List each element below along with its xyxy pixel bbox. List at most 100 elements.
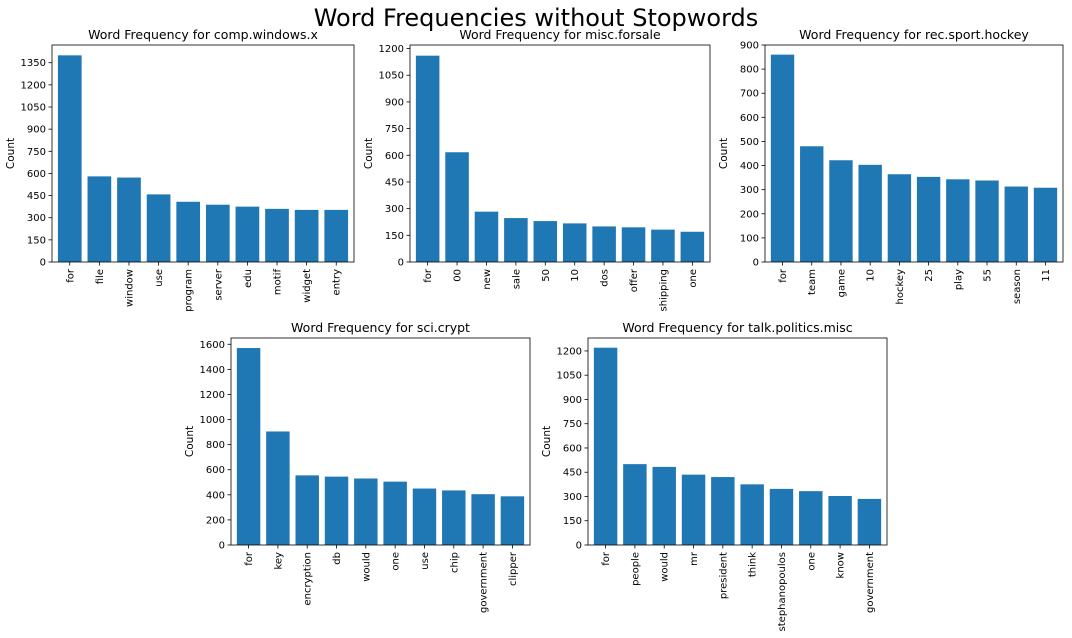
- bar-for: [770, 54, 795, 263]
- x-tick-label: db: [332, 552, 343, 565]
- x-tick-label: key: [273, 552, 284, 570]
- x-tick-label: 11: [1041, 269, 1052, 282]
- plot-frame: [764, 44, 1064, 263]
- bar-play: [946, 179, 970, 262]
- x-tick-label: for: [778, 268, 789, 283]
- y-tick-label: 800: [206, 440, 225, 451]
- bar-program: [176, 201, 201, 262]
- y-tick-label: 900: [740, 41, 759, 52]
- bar-think: [740, 484, 764, 545]
- bar-10: [858, 164, 882, 262]
- y-tick-label: 150: [563, 516, 582, 527]
- plot-frame: [409, 44, 711, 263]
- bar-11: [1033, 187, 1058, 262]
- y-tick-label: 750: [27, 147, 46, 158]
- x-tick-label: dos: [600, 269, 611, 287]
- y-tick-label: 900: [563, 395, 582, 406]
- x-tick-label: file: [95, 269, 106, 284]
- bar-one: [680, 231, 705, 262]
- plot-frame: [230, 337, 531, 546]
- y-tick-label: 400: [740, 161, 759, 172]
- y-tick-label: 1000: [200, 415, 225, 426]
- y-tick-label: 0: [40, 258, 46, 269]
- y-tick-label: 1200: [557, 346, 582, 357]
- y-tick-label: 1350: [21, 58, 46, 69]
- bar-team: [800, 146, 824, 262]
- x-tick-label: would: [361, 552, 372, 582]
- x-tick-label: people: [630, 552, 641, 586]
- y-tick-label: 150: [27, 235, 46, 246]
- y-tick-label: 0: [753, 258, 759, 269]
- x-tick-label: shipping: [658, 269, 669, 312]
- bar-00: [445, 152, 469, 262]
- bar-dos: [592, 226, 616, 262]
- x-tick-label: program: [184, 269, 195, 312]
- y-tick-label: 750: [563, 419, 582, 430]
- x-tick-label: use: [420, 552, 431, 570]
- y-tick-label: 100: [740, 233, 759, 244]
- y-tick-label: 450: [385, 177, 404, 188]
- bar-for: [57, 55, 82, 263]
- plot-frame: [51, 44, 355, 263]
- x-tick-label: team: [807, 269, 818, 295]
- chart-title: Word Frequency for sci.crypt: [291, 320, 470, 335]
- y-axis-label: Count: [363, 138, 375, 169]
- bar-entry: [324, 209, 349, 262]
- x-tick-label: play: [953, 269, 964, 290]
- y-tick-label: 1050: [379, 71, 404, 82]
- bar-for: [415, 55, 440, 262]
- y-tick-label: 300: [385, 204, 404, 215]
- chart-1: Word Frequency for comp.windows.x Count fo…: [5, 27, 355, 312]
- y-tick-label: 600: [27, 169, 46, 180]
- y-tick-label: 1200: [21, 80, 46, 91]
- y-tick-label: 900: [385, 97, 404, 108]
- y-tick-label: 600: [740, 113, 759, 124]
- y-tick-label: 1200: [379, 44, 404, 55]
- x-tick-label: 55: [983, 269, 994, 282]
- x-tick-label: hockey: [895, 269, 906, 305]
- bar-clipper: [500, 496, 525, 545]
- x-tick-label: 10: [570, 269, 581, 282]
- y-tick-label: 500: [740, 137, 759, 148]
- x-tick-label: server: [213, 268, 224, 301]
- bar-motif: [265, 208, 289, 262]
- y-tick-label: 200: [740, 209, 759, 220]
- figure-title: Word Frequencies without Stopwords: [314, 4, 759, 32]
- chart-3: Word Frequency for rec.sport.hockey Count…: [718, 27, 1064, 305]
- x-tick-label: edu: [243, 269, 254, 288]
- bar-president: [711, 477, 735, 545]
- x-tick-label: 25: [924, 269, 935, 282]
- x-tick-label: clipper: [508, 551, 519, 586]
- bar-50: [533, 221, 558, 262]
- y-tick-label: 150: [385, 231, 404, 242]
- y-tick-label: 1400: [200, 365, 225, 376]
- y-tick-label: 0: [219, 541, 225, 552]
- x-tick-label: widget: [302, 269, 313, 303]
- chart-title: Word Frequency for misc.forsale: [459, 27, 661, 42]
- x-tick-label: know: [836, 552, 847, 578]
- bar-widget: [294, 209, 319, 262]
- y-tick-label: 300: [27, 213, 46, 224]
- bar-mr: [681, 474, 706, 545]
- x-tick-label: chip: [449, 552, 460, 573]
- bar-hockey: [887, 174, 912, 262]
- y-tick-label: 450: [27, 191, 46, 202]
- x-tick-label: one: [391, 552, 402, 571]
- bar-government: [857, 498, 882, 545]
- bar-new: [474, 211, 499, 262]
- x-tick-label: encryption: [303, 552, 314, 606]
- charts-container: Word Frequency for comp.windows.x Count fo…: [5, 27, 1064, 631]
- bar-for: [593, 347, 618, 545]
- y-tick-label: 300: [563, 492, 582, 503]
- y-tick-label: 1050: [21, 103, 46, 114]
- x-tick-label: season: [1012, 269, 1023, 304]
- y-tick-label: 0: [576, 541, 582, 552]
- x-tick-label: for: [65, 268, 76, 283]
- y-tick-label: 700: [740, 89, 759, 100]
- bar-10: [562, 223, 587, 262]
- x-tick-label: president: [718, 552, 729, 599]
- y-tick-label: 600: [206, 465, 225, 476]
- bar-would: [354, 478, 378, 545]
- bar-server: [205, 204, 230, 262]
